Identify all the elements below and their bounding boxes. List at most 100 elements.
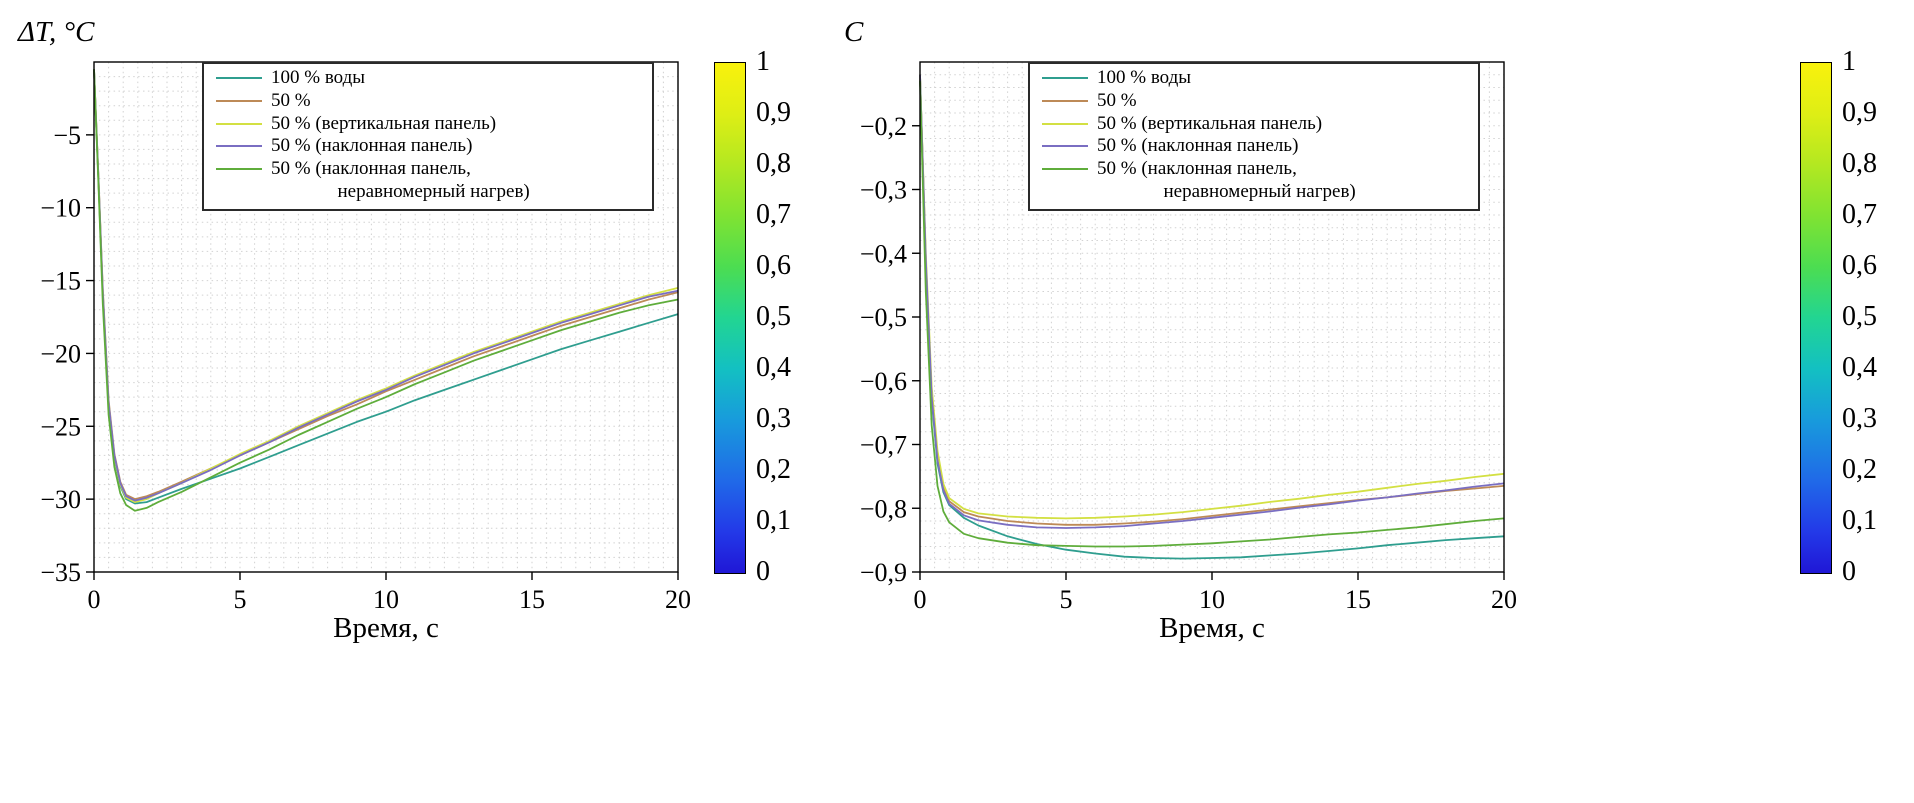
legend-line-swatch: [216, 99, 262, 102]
series-line-3: [919, 74, 1505, 529]
legend-line-swatch: [1042, 77, 1088, 79]
y-tick-label: −0,5: [860, 303, 907, 332]
legend-label: 100 % воды: [1097, 67, 1192, 88]
y-tick-label: −0,2: [860, 112, 907, 141]
series-line-2: [919, 74, 1505, 520]
legend-label: 50 % (вертикальная панель): [271, 112, 497, 134]
legend-label: 50 % (наклонная панель): [1097, 135, 1299, 157]
legend-line-swatch: [216, 168, 262, 171]
y-tick-label: −25: [40, 412, 81, 441]
c-chart-canvas: 0 5 10 15 20 −0,2 −0,3 −0,4 −0,5 −0,6 −0,7 −0,8 −0,9: [860, 61, 1517, 614]
y-tick-label: −30: [40, 485, 81, 514]
colorbar-tick-label: 0,7: [1842, 199, 1877, 230]
colorbar-tick-label: 0: [1842, 556, 1856, 587]
x-tick-label: 10: [373, 585, 399, 614]
series-line-3: [93, 69, 679, 502]
y-tick-label: −35: [40, 558, 81, 587]
y-tick-label: −0,6: [860, 367, 907, 396]
legend-label: 50 %: [271, 89, 311, 111]
legend-item: 50 % (вертикальная панель): [1040, 113, 1470, 136]
legend-item: 50 % (вертикальная панель): [214, 113, 644, 136]
y-tick-label: −0,7: [860, 431, 907, 460]
colorbar-tick-label: 0,5: [1842, 301, 1877, 332]
legend-item: 50 % (наклонная панель): [214, 135, 644, 158]
plot-delta-t: ΔT, °C 0 5 10 15 20 −5 −10 −15 −20 −25 −30 −35 100 …: [14, 12, 714, 662]
x-tick-label: 15: [1345, 585, 1371, 614]
series-line-4: [93, 69, 679, 512]
legend-delta-t: 100 % воды 50 % 50 % (вертикальная панель)…: [202, 62, 654, 211]
colorbar-tick-label: 0: [756, 556, 770, 587]
colorbar-delta-t: 1 0,9 0,8 0,7 0,6 0,5 0,4 0,3 0,2 0,1 0: [714, 46, 814, 587]
colorbar-tick-label: 0,2: [756, 454, 791, 485]
panel-c: C 0 5 10 15 20 −0,2 −0,3 −0,4 −0,5 −0,6 −0,7 −0,8 −0…: [840, 12, 1900, 662]
legend-label: 100 % воды: [271, 67, 366, 88]
colorbar-gradient: [1800, 62, 1832, 574]
legend-item: 50 %: [1040, 90, 1470, 113]
y-tick-label: −0,4: [860, 239, 907, 268]
colorbar-tick-label: 0,8: [1842, 148, 1877, 179]
x-tick-label: 5: [1060, 585, 1073, 614]
colorbar-tick-label: 0,4: [756, 352, 791, 383]
x-axis-title-delta-t: Время, с: [333, 612, 439, 644]
legend-item: 100 % воды: [214, 67, 644, 90]
colorbar-tick-label: 0,6: [756, 250, 791, 281]
x-tick-label: 15: [519, 585, 545, 614]
x-tick-label: 5: [234, 585, 247, 614]
y-tick-label: −10: [40, 194, 81, 223]
plot-c: C 0 5 10 15 20 −0,2 −0,3 −0,4 −0,5 −0,6 −0,7 −0,8 −0…: [840, 12, 1540, 662]
y-tick-label: −20: [40, 339, 81, 368]
colorbar-c: 1 0,9 0,8 0,7 0,6 0,5 0,4 0,3 0,2 0,1 0: [1800, 46, 1900, 587]
colorbar-labels: 1 0,9 0,8 0,7 0,6 0,5 0,4 0,3 0,2 0,1 0: [756, 46, 814, 587]
legend-label: 50 %: [1097, 89, 1137, 111]
delta-t-chart-canvas: 0 5 10 15 20 −5 −10 −15 −20 −25 −30 −35: [40, 61, 691, 614]
legend-line-swatch: [1042, 122, 1088, 125]
colorbar-tick-label: 0,2: [1842, 454, 1877, 485]
legend-line-swatch: [216, 77, 262, 79]
legend-item: 100 % воды: [1040, 67, 1470, 90]
y-axis-title-c: C: [844, 16, 864, 48]
y-tick-label: −15: [40, 267, 81, 296]
y-tick-label: −0,8: [860, 494, 907, 523]
legend-label: 50 % (наклонная панель, неравномерный на…: [1097, 158, 1356, 202]
x-tick-label: 0: [88, 585, 101, 614]
x-axis-title-c: Время, с: [1159, 612, 1265, 644]
colorbar-tick-label: 1: [756, 46, 770, 77]
colorbar-tick-label: 0,1: [756, 505, 791, 536]
colorbar-gradient: [714, 62, 746, 574]
legend-c: 100 % воды 50 % 50 % (вертикальная панель)…: [1028, 62, 1480, 211]
legend-line-swatch: [1042, 168, 1088, 171]
colorbar-tick-label: 0,6: [1842, 250, 1877, 281]
legend-item: 50 % (наклонная панель, неравномерный на…: [1040, 158, 1470, 204]
y-tick-label: −0,3: [860, 176, 907, 205]
x-tick-label: 20: [665, 585, 691, 614]
legend-line-swatch: [216, 145, 262, 148]
legend-label: 50 % (наклонная панель, неравномерный на…: [271, 158, 530, 202]
legend-item: 50 % (наклонная панель, неравномерный на…: [214, 158, 644, 204]
legend-line-swatch: [1042, 99, 1088, 102]
legend-label: 50 % (вертикальная панель): [1097, 112, 1323, 134]
legend-line-swatch: [216, 122, 262, 125]
figure: ΔT, °C 0 5 10 15 20 −5 −10 −15 −20 −25 −30 −35 100 …: [14, 12, 1900, 662]
x-tick-label: 0: [914, 585, 927, 614]
y-tick-label: −5: [53, 121, 81, 150]
colorbar-tick-label: 0,8: [756, 148, 791, 179]
legend-line-swatch: [1042, 145, 1088, 148]
colorbar-tick-label: 0,9: [756, 97, 791, 128]
legend-item: 50 % (наклонная панель): [1040, 135, 1470, 158]
colorbar-labels: 1 0,9 0,8 0,7 0,6 0,5 0,4 0,3 0,2 0,1 0: [1842, 46, 1900, 587]
series-line-4: [919, 81, 1505, 548]
colorbar-tick-label: 1: [1842, 46, 1856, 77]
colorbar-tick-label: 0,3: [756, 403, 791, 434]
y-tick-label: −0,9: [860, 558, 907, 587]
colorbar-tick-label: 0,4: [1842, 352, 1877, 383]
y-axis-title-delta-t: ΔT, °C: [18, 16, 95, 48]
colorbar-tick-label: 0,7: [756, 199, 791, 230]
colorbar-tick-label: 0,3: [1842, 403, 1877, 434]
colorbar-tick-label: 0,1: [1842, 505, 1877, 536]
legend-item: 50 %: [214, 90, 644, 113]
panel-delta-t: ΔT, °C 0 5 10 15 20 −5 −10 −15 −20 −25 −30 −35 100 …: [14, 12, 814, 662]
legend-label: 50 % (наклонная панель): [271, 135, 473, 157]
colorbar-tick-label: 0,9: [1842, 97, 1877, 128]
colorbar-tick-label: 0,5: [756, 301, 791, 332]
x-tick-label: 20: [1491, 585, 1517, 614]
